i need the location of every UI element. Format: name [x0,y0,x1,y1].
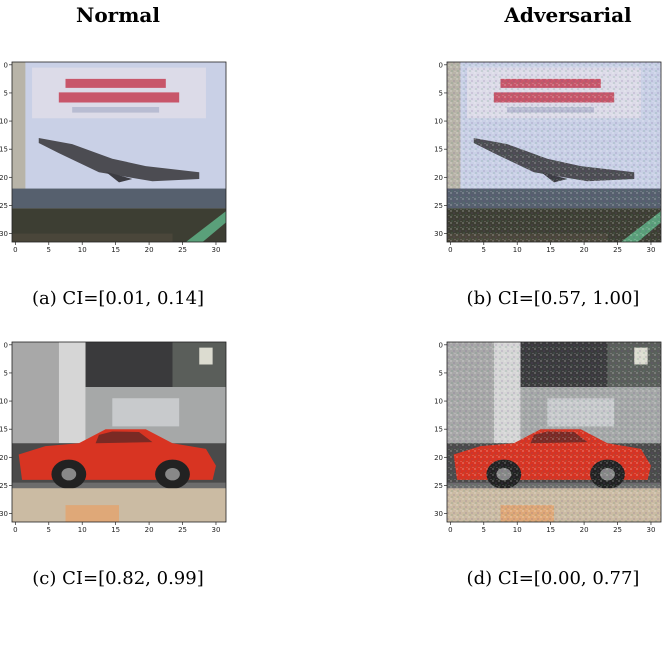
caption: (a) CI=[0.01, 0.14] [32,288,204,309]
y-tick-label: 30 [434,230,443,238]
x-tick-label: 25 [178,526,187,534]
image [12,62,226,242]
x-tick-label: 30 [212,526,221,534]
image [12,342,226,522]
y-tick-label: 15 [0,426,8,434]
column-title: Adversarial [503,3,632,27]
x-tick-label: 5 [47,526,51,534]
y-tick-label: 10 [0,398,8,406]
y-tick-label: 30 [0,230,8,238]
x-tick-label: 30 [212,246,221,254]
x-tick-label: 0 [448,246,452,254]
y-tick-label: 10 [0,118,8,126]
y-tick-label: 20 [434,174,443,182]
x-tick-label: 30 [647,526,656,534]
x-tick-label: 15 [546,246,555,254]
y-tick-label: 0 [4,341,8,349]
y-tick-label: 25 [0,482,8,490]
y-tick-label: 25 [434,202,443,210]
y-tick-label: 30 [434,510,443,518]
y-tick-label: 15 [434,146,443,154]
x-tick-label: 25 [613,246,622,254]
y-tick-label: 15 [434,426,443,434]
caption: (c) CI=[0.82, 0.99] [32,568,203,589]
x-tick-label: 0 [13,246,17,254]
x-tick-label: 30 [647,246,656,254]
page: {"columns": [{"title": "Normal"}, {"titl… [0,0,671,645]
x-tick-label: 25 [178,246,187,254]
y-tick-label: 20 [0,454,8,462]
figure: Normal Adversarial 0 0 5 5 10 10 15 15 20 20 25 25 3… [0,0,671,645]
y-tick-label: 30 [0,510,8,518]
perturbation [447,62,661,242]
y-tick-label: 5 [439,89,443,97]
y-tick-label: 5 [4,369,8,377]
x-tick-label: 15 [111,526,120,534]
caption: (b) CI=[0.57, 1.00] [467,288,640,309]
caption: (d) CI=[0.00, 0.77] [467,568,640,589]
y-tick-label: 0 [439,61,443,69]
y-tick-label: 10 [434,398,443,406]
y-tick-label: 20 [434,454,443,462]
x-tick-label: 10 [513,246,522,254]
x-tick-label: 20 [580,246,589,254]
x-tick-label: 10 [78,526,87,534]
x-tick-label: 10 [78,246,87,254]
y-tick-label: 0 [4,61,8,69]
x-tick-label: 15 [111,246,120,254]
y-tick-label: 20 [0,174,8,182]
y-tick-label: 25 [434,482,443,490]
x-tick-label: 25 [613,526,622,534]
y-tick-label: 5 [4,89,8,97]
x-tick-label: 20 [580,526,589,534]
y-tick-label: 10 [434,118,443,126]
y-tick-label: 25 [0,202,8,210]
x-tick-label: 20 [145,526,154,534]
x-tick-label: 0 [13,526,17,534]
perturbation [447,342,661,522]
x-tick-label: 5 [482,526,486,534]
y-tick-label: 5 [439,369,443,377]
y-tick-label: 15 [0,146,8,154]
x-tick-label: 20 [145,246,154,254]
column-title: Normal [76,3,160,27]
x-tick-label: 5 [482,246,486,254]
x-tick-label: 0 [448,526,452,534]
x-tick-label: 5 [47,246,51,254]
x-tick-label: 10 [513,526,522,534]
y-tick-label: 0 [439,341,443,349]
x-tick-label: 15 [546,526,555,534]
